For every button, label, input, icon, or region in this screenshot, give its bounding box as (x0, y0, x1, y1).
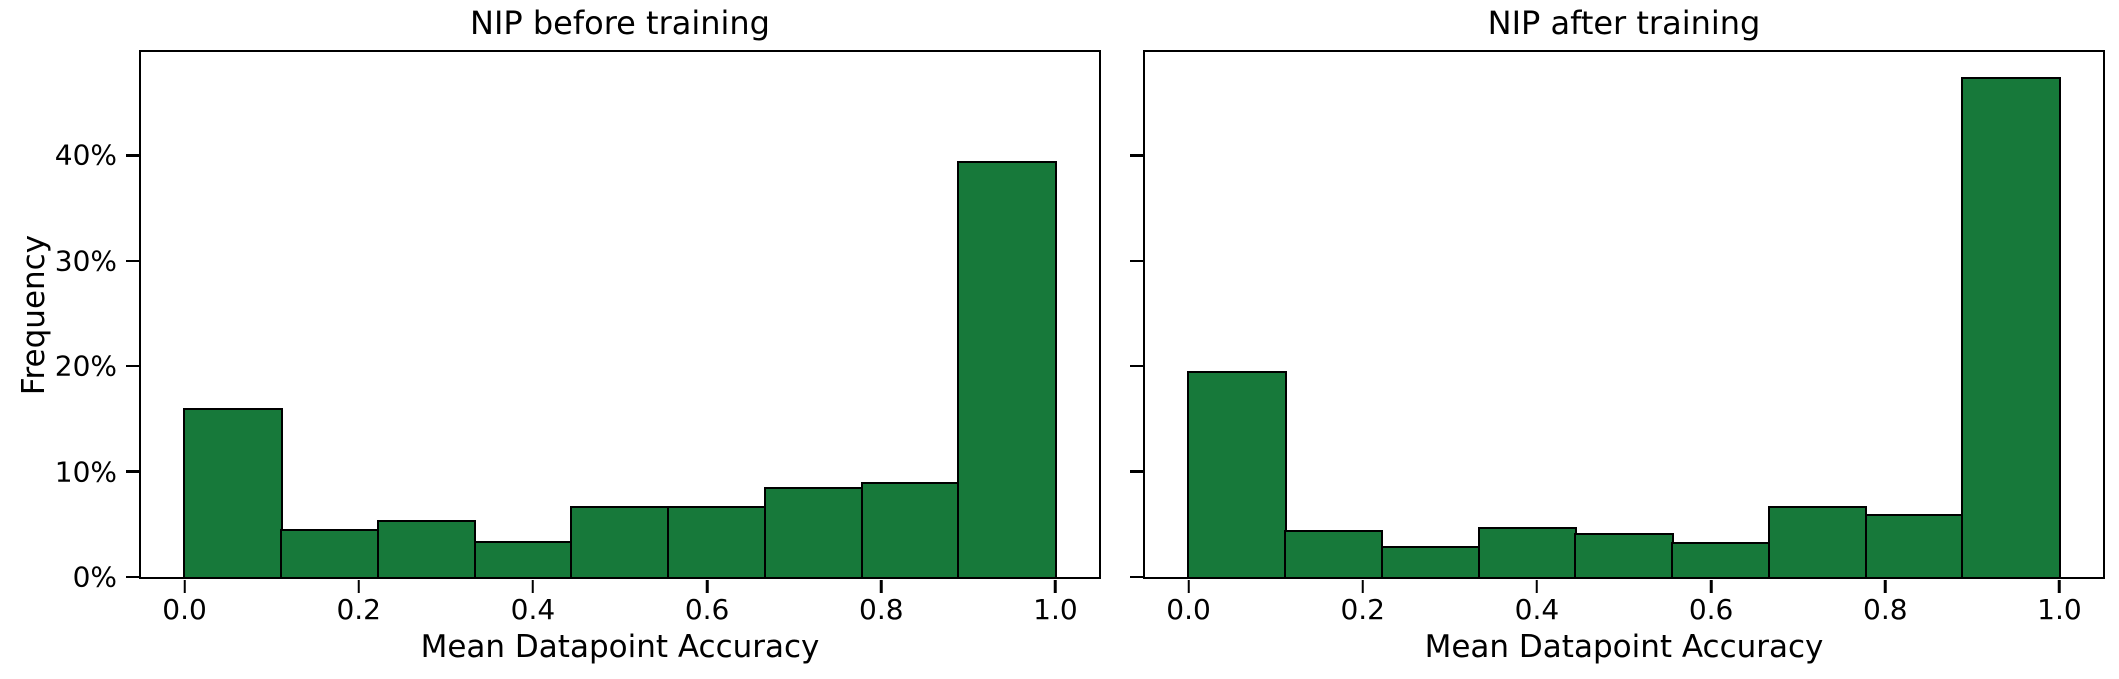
x-tick-mark (1884, 579, 1887, 593)
x-tick-mark (1709, 579, 1713, 593)
histogram-bar (1767, 506, 1868, 577)
histogram-bar (1380, 546, 1481, 577)
y-tick-mark (125, 575, 139, 579)
x-tick-label: 0.4 (510, 593, 556, 626)
x-tick-label: 0.0 (162, 593, 207, 626)
right-histogram-plot: NIP after training Mean Datapoint Accura… (1129, 4, 2105, 665)
x-tick-label: 0.6 (684, 593, 730, 626)
y-tick-mark (125, 470, 139, 473)
x-tick-label: 1.0 (1033, 593, 1078, 626)
histogram-bar (570, 506, 670, 577)
y-tick-label: 10% (54, 455, 117, 489)
left-x-axis-label: Mean Datapoint Accuracy (420, 629, 820, 665)
y-tick-label: 40% (54, 138, 117, 172)
histogram-bar (1574, 532, 1674, 577)
y-tick-mark (1129, 575, 1143, 579)
x-tick-label: 1.0 (2037, 593, 2082, 626)
x-tick-mark (2058, 579, 2061, 593)
y-tick-mark (1129, 154, 1143, 157)
right-plot-title: NIP after training (1487, 4, 1761, 42)
x-tick-label: 0.4 (1514, 593, 1560, 626)
y-tick-mark (125, 364, 139, 368)
histogram-bar (1864, 513, 1964, 577)
y-tick-label: 0% (72, 560, 117, 594)
x-tick-mark (880, 579, 883, 593)
histogram-bar (1187, 371, 1287, 577)
histogram-bar (280, 528, 380, 577)
histogram-bar (1284, 529, 1384, 577)
y-tick-mark (1129, 470, 1143, 473)
x-tick-mark (531, 579, 535, 593)
y-tick-mark (125, 154, 139, 157)
x-tick-mark (1054, 579, 1057, 593)
histogram-bar (957, 160, 1057, 577)
y-tick-label: 20% (54, 349, 117, 383)
x-tick-label: 0.8 (859, 593, 904, 626)
x-tick-mark (1361, 579, 1364, 593)
x-tick-mark (183, 579, 186, 593)
histogram-bar (183, 408, 283, 577)
histogram-bar (860, 482, 960, 577)
histogram-bar (376, 520, 477, 577)
y-axis-label: Frequency (16, 234, 52, 395)
y-tick-mark (1129, 364, 1143, 368)
right-x-axis-label: Mean Datapoint Accuracy (1424, 629, 1824, 665)
y-tick-mark (1129, 259, 1143, 262)
histogram-bar (667, 506, 767, 577)
x-tick-label: 0.6 (1688, 593, 1734, 626)
histogram-bar (473, 541, 573, 577)
x-tick-mark (705, 579, 709, 593)
left-histogram-plot: NIP before training Frequency Mean Datap… (16, 4, 1101, 665)
x-tick-label: 0.2 (1340, 593, 1385, 626)
x-tick-label: 0.8 (1863, 593, 1908, 626)
histogram-bar (1671, 542, 1771, 577)
x-tick-mark (357, 579, 360, 593)
histogram-bar (1477, 527, 1577, 577)
x-tick-mark (1187, 579, 1190, 593)
x-tick-label: 0.0 (1166, 593, 1211, 626)
y-tick-mark (125, 259, 139, 262)
left-plot-title: NIP before training (470, 4, 770, 42)
histogram-bar (763, 487, 864, 577)
histogram-bar (1961, 77, 2061, 577)
x-tick-mark (1535, 579, 1539, 593)
x-tick-label: 0.2 (336, 593, 381, 626)
y-tick-label: 30% (54, 244, 117, 278)
